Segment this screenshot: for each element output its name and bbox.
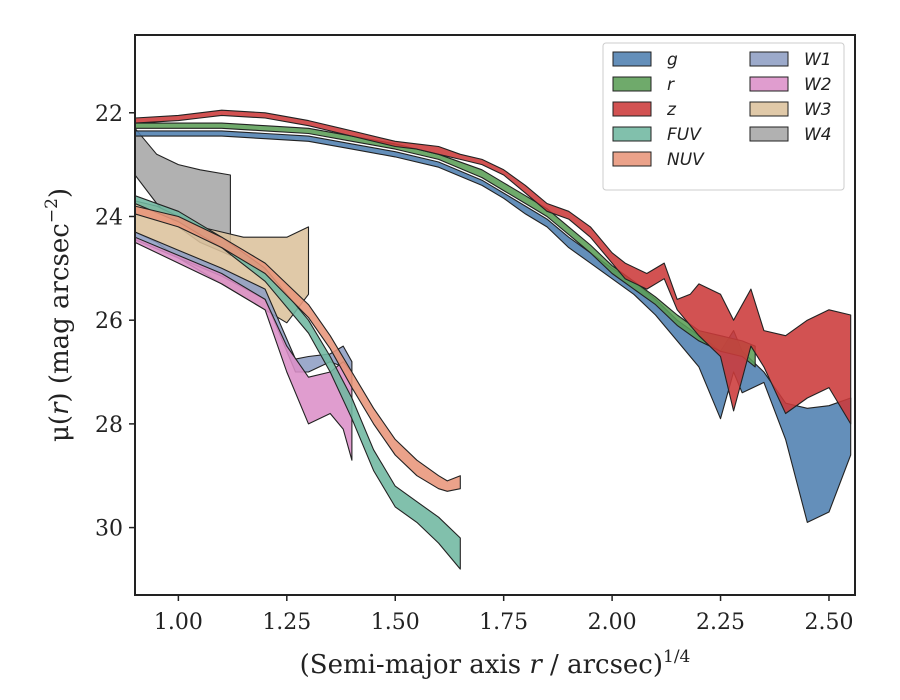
x-tick-label: 2.50 <box>804 610 853 635</box>
legend-swatch-nuv <box>612 151 652 167</box>
legend-label-fuv: FUV <box>667 125 702 145</box>
legend-swatch-w4 <box>749 126 789 142</box>
legend-label-w3: W3 <box>804 100 832 120</box>
y-axis-label: μ(r) (mag arcsec−2) <box>42 188 75 442</box>
series-band-fuv <box>135 195 461 570</box>
legend-swatch-w3 <box>749 101 789 117</box>
x-tick-label: 2.25 <box>696 610 745 635</box>
x-tick-label: 1.25 <box>262 610 311 635</box>
legend-swatch-w2 <box>749 76 789 92</box>
y-tick-label: 24 <box>95 205 123 230</box>
legend-label-w4: W4 <box>804 125 832 145</box>
legend-swatch-fuv <box>612 126 652 142</box>
y-tick-label: 28 <box>95 413 123 438</box>
legend-swatch-w1 <box>749 51 789 67</box>
legend-label-nuv: NUV <box>667 150 705 170</box>
series-band-r <box>135 122 756 368</box>
y-tick-label: 26 <box>95 309 123 334</box>
series-band-z <box>135 109 852 425</box>
x-tick-label: 1.75 <box>479 610 528 635</box>
series-band-nuv <box>135 205 461 492</box>
x-tick-label: 1.50 <box>371 610 420 635</box>
legend-swatch-g <box>612 51 652 67</box>
series-band-g <box>135 130 852 523</box>
y-tick-label: 22 <box>95 102 123 127</box>
x-tick-label: 2.00 <box>588 610 637 635</box>
legend-swatch-r <box>612 76 652 92</box>
x-axis-label: (Semi-major axis r / arcsec)1/4 <box>300 647 691 680</box>
y-axis-ticks: 22 24 26 28 30 <box>95 102 135 542</box>
legend-label-w1: W1 <box>804 50 832 70</box>
plot-frame <box>134 34 856 596</box>
y-tick-label: 30 <box>95 517 123 542</box>
legend-label-r: r <box>667 75 675 95</box>
series-band-w2 <box>135 236 353 461</box>
legend-label-z: z <box>666 100 677 120</box>
legend: grz FUV NUV W1 W2 W3 W4 <box>602 42 845 191</box>
x-axis-ticks: 1.00 1.25 1.50 1.75 2.00 2.25 2.50 <box>154 595 853 635</box>
x-tick-label: 1.00 <box>154 610 203 635</box>
legend-label-g: g <box>667 50 678 70</box>
legend-label-w2: W2 <box>804 75 832 95</box>
legend-swatch-z <box>612 101 652 117</box>
series-layer <box>135 109 852 570</box>
